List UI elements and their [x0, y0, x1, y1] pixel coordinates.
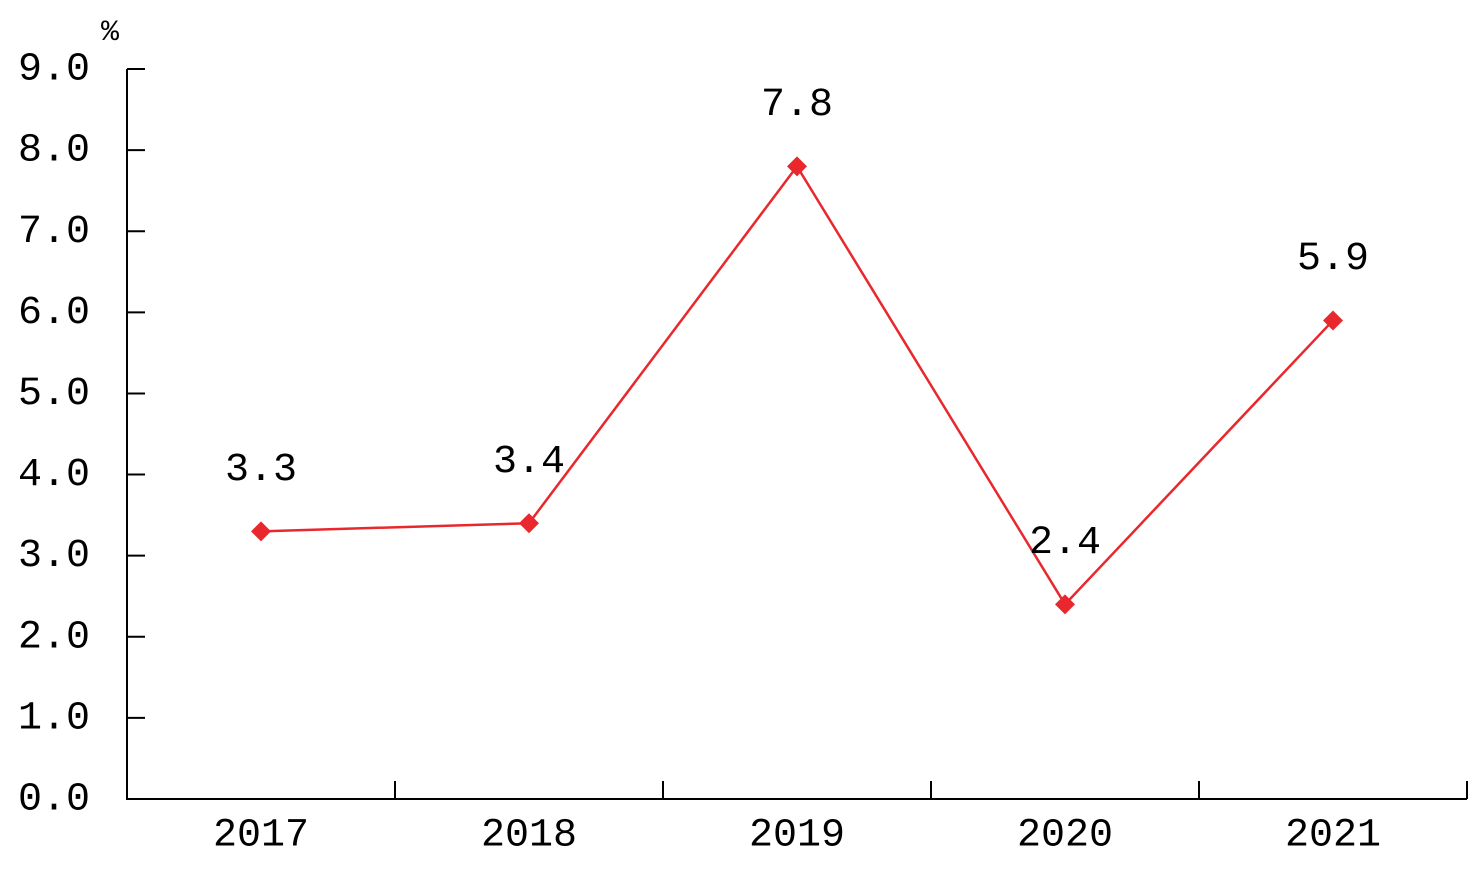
data-line [260, 164, 1334, 607]
data-label: 7.8 [761, 83, 833, 128]
x-tick-label: 2017 [213, 814, 309, 859]
marker [519, 513, 539, 534]
data-label: 3.4 [493, 440, 565, 485]
marker [251, 521, 271, 542]
x-tick-label: 2019 [749, 814, 845, 859]
y-tick-label: 2.0 [18, 615, 90, 660]
x-tick-label: 2018 [481, 814, 577, 859]
y-axis-unit: % [101, 16, 120, 50]
y-tick-label: 0.0 [18, 778, 90, 823]
marker [1055, 594, 1075, 615]
y-tick-label: 8.0 [18, 129, 90, 174]
y-tick-label: 4.0 [18, 453, 90, 498]
x-tick-label: 2020 [1017, 814, 1113, 859]
y-tick-label: 6.0 [18, 291, 90, 336]
y-tick-label: 3.0 [18, 534, 90, 579]
y-tick-label: 9.0 [18, 48, 90, 93]
data-label: 2.4 [1029, 521, 1101, 566]
marker [787, 156, 807, 177]
y-tick-label: 7.0 [18, 210, 90, 255]
data-label: 3.3 [225, 448, 297, 493]
data-label: 5.9 [1297, 237, 1369, 282]
y-tick-label: 1.0 [18, 696, 90, 741]
x-tick-label: 2021 [1285, 814, 1381, 859]
y-tick-label: 5.0 [18, 372, 90, 417]
marker [1323, 310, 1343, 331]
